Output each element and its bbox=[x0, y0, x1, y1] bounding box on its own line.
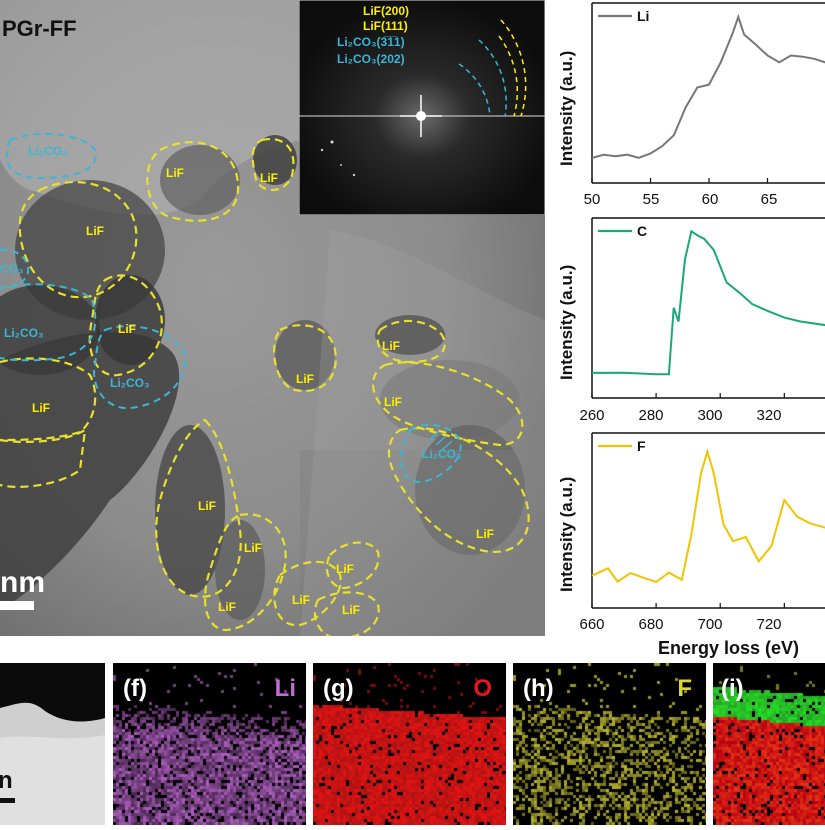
eds-f-canvas bbox=[513, 663, 706, 825]
haadf-map: n bbox=[0, 663, 105, 825]
label-li2co3-1: Li₂CO₃ bbox=[28, 144, 68, 158]
fft-ring-li2co3-202: Li₂CO₃(202) bbox=[337, 52, 405, 66]
eds-overlay-panel-label: (i) bbox=[721, 675, 744, 702]
label-li2co3-4: Li₂CO₃ bbox=[422, 447, 462, 461]
li-tick-55: 55 bbox=[642, 191, 660, 208]
spectrum-line-c bbox=[591, 229, 825, 376]
li-tick-60: 60 bbox=[701, 191, 719, 208]
svg-text:LiF: LiF bbox=[342, 603, 360, 617]
legend-label: C bbox=[637, 223, 647, 239]
f-tick-680: 680 bbox=[638, 616, 664, 633]
f-spectrum-plot: F bbox=[591, 432, 825, 609]
label-lif-8: LiF bbox=[384, 395, 402, 409]
c-tick-300: 300 bbox=[697, 407, 723, 424]
eds-scale-text: n bbox=[0, 767, 13, 794]
eds-f-panel-label: (h) bbox=[523, 675, 554, 702]
eds-o-element: O bbox=[473, 675, 492, 702]
c-tick-280: 280 bbox=[638, 407, 664, 424]
label-lif-4: LiF bbox=[118, 322, 136, 336]
label-lif-10: LiF bbox=[198, 499, 216, 513]
eds-o-panel-label: (g) bbox=[323, 675, 354, 702]
tem-scale-text: nm bbox=[0, 566, 45, 599]
eds-li-panel-label: (f) bbox=[123, 675, 147, 702]
eds-f-map: (h) F bbox=[513, 663, 706, 825]
label-lif-13: LiF bbox=[292, 593, 310, 607]
label-lif-11: LiF bbox=[244, 541, 262, 555]
label-lif-3: LiF bbox=[86, 224, 104, 238]
c-tick-320: 320 bbox=[756, 407, 782, 424]
label-lif-2: LiF bbox=[260, 171, 278, 185]
label-li2co3-2: Li₂CO₃ bbox=[4, 326, 44, 340]
eds-o-map: (g) O bbox=[313, 663, 506, 825]
label-lif-7: LiF bbox=[382, 339, 400, 353]
eds-scale-bar bbox=[0, 798, 15, 803]
energy-loss-x-axis-label: Energy loss (eV) bbox=[658, 638, 800, 658]
fft-ring-li2co3-311: Li₂CO₃(3̅1̅1) bbox=[337, 35, 405, 49]
eds-li-element: Li bbox=[274, 675, 296, 702]
fft-ring-lif111: LiF(111) bbox=[363, 19, 408, 33]
li-tick-65: 65 bbox=[760, 191, 778, 208]
li-tick-50: 50 bbox=[583, 191, 601, 208]
legend-label: Li bbox=[637, 8, 649, 24]
label-lif-5: LiF bbox=[32, 401, 50, 415]
spectrum-line-li bbox=[591, 13, 825, 159]
label-lif-1: LiF bbox=[166, 166, 184, 180]
eds-o-canvas bbox=[313, 663, 506, 825]
label-lif-14: LiF bbox=[336, 562, 354, 576]
c-tick-260: 260 bbox=[579, 407, 605, 424]
label-lif-12: LiF bbox=[218, 600, 236, 614]
eds-li-map: (f) Li bbox=[113, 663, 306, 825]
eds-overlay-map: (i) bbox=[713, 663, 825, 825]
tem-scale-bar bbox=[0, 601, 34, 610]
spectrum-li-panel: Intensity (a.u.) Li 50 55 60 65 bbox=[540, 0, 825, 215]
f-tick-720: 720 bbox=[756, 616, 782, 633]
eds-f-element: F bbox=[677, 675, 692, 702]
spectrum-f-panel: Intensity (a.u.) F 660 680 700 720 Energ… bbox=[540, 430, 825, 663]
li-spectrum-plot: Li bbox=[591, 2, 825, 184]
c-spectrum-plot: C bbox=[591, 217, 825, 399]
label-li2co3-3: Li₂CO₃ bbox=[110, 376, 150, 390]
fft-inset: LiF(200) LiF(111) Li₂CO₃(3̅1̅1) Li₂CO₃(2… bbox=[299, 0, 545, 215]
label-co3: CO₃ bbox=[0, 262, 24, 276]
fft-ring-lif200: LiF(200) bbox=[363, 4, 409, 18]
eds-li-canvas bbox=[113, 663, 306, 825]
label-lif-9: LiF bbox=[476, 527, 494, 541]
f-tick-660: 660 bbox=[579, 616, 605, 633]
spectrum-c-panel: Intensity (a.u.) C 260 280 300 320 bbox=[540, 215, 825, 430]
spectrum-line-f bbox=[591, 448, 825, 584]
legend-label: F bbox=[637, 438, 646, 454]
label-lif-6: LiF bbox=[296, 372, 314, 386]
f-tick-700: 700 bbox=[697, 616, 723, 633]
tem-title: PGr-FF bbox=[2, 16, 77, 41]
eds-overlay-canvas bbox=[713, 663, 825, 825]
